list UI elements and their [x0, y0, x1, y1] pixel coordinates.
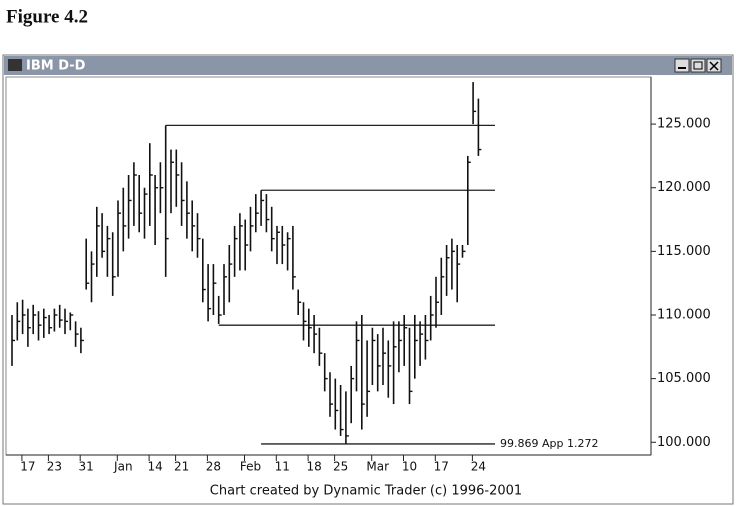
y-tick-label: 120.000 [657, 180, 711, 195]
level-label: 99.869 App 1.272 [500, 437, 598, 450]
y-tick-label: 110.000 [657, 308, 711, 323]
y-tick-label: 100.000 [657, 435, 711, 450]
footer: Chart created by Dynamic Trader (c) 1996… [210, 484, 522, 499]
x-tick-label: Mar [366, 460, 389, 474]
x-tick-label: 18 [306, 460, 321, 474]
x-tick-label: 14 [147, 460, 162, 474]
window-title: IBM D-D [26, 59, 86, 74]
x-tick-label: 21 [174, 460, 189, 474]
x-tick-label: 11 [275, 460, 290, 474]
x-tick-label: Jan [113, 460, 133, 474]
x-tick-label: 23 [47, 460, 62, 474]
x-tick-label: Feb [240, 460, 261, 474]
x-tick-label: 31 [79, 460, 94, 474]
title-bar [4, 56, 732, 75]
window-icon [8, 59, 22, 71]
figure-title: Figure 4.2 [6, 6, 88, 27]
x-tick-label: 28 [206, 460, 221, 474]
minimize-button[interactable] [674, 58, 690, 73]
x-tick-label: 25 [333, 460, 348, 474]
maximize-glyph [693, 61, 703, 70]
maximize-button[interactable] [690, 58, 706, 73]
plot-area [5, 76, 652, 456]
window-buttons[interactable] [674, 58, 722, 73]
y-tick-label: 125.000 [657, 117, 711, 132]
x-tick-label: 10 [402, 460, 417, 474]
x-tick-label: 17 [434, 460, 449, 474]
x-tick-label: 24 [471, 460, 486, 474]
y-tick-label: 115.000 [657, 244, 711, 259]
close-glyph [709, 61, 719, 71]
y-tick-label: 105.000 [657, 371, 711, 386]
x-tick-label: 17 [20, 460, 35, 474]
